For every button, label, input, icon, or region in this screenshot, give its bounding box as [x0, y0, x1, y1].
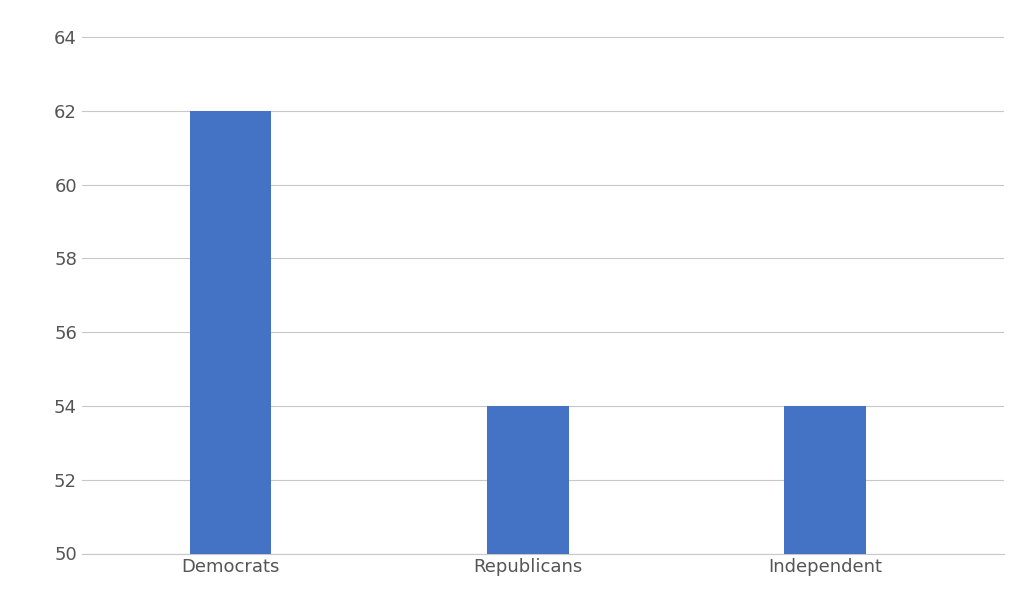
- Bar: [784, 406, 866, 615]
- Bar: [487, 406, 568, 615]
- Bar: [189, 111, 271, 615]
